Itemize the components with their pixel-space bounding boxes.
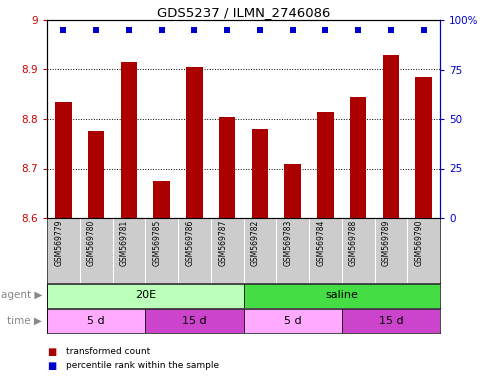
Text: percentile rank within the sample: percentile rank within the sample <box>66 361 219 371</box>
Text: GSM569779: GSM569779 <box>55 220 63 266</box>
Text: GSM569781: GSM569781 <box>120 220 129 266</box>
Text: 20E: 20E <box>135 291 156 301</box>
Text: 5 d: 5 d <box>87 316 105 326</box>
Text: GSM569790: GSM569790 <box>414 220 424 266</box>
Text: transformed count: transformed count <box>66 348 151 356</box>
Text: GSM569782: GSM569782 <box>251 220 260 266</box>
Bar <box>383 55 399 218</box>
Bar <box>243 308 342 333</box>
Point <box>256 27 264 33</box>
Bar <box>252 129 268 218</box>
Bar <box>415 77 432 218</box>
Bar <box>55 102 71 218</box>
Bar <box>47 283 243 308</box>
Point <box>289 27 297 33</box>
Bar <box>145 308 243 333</box>
Bar <box>121 62 137 218</box>
Text: time ▶: time ▶ <box>7 316 42 326</box>
Text: 15 d: 15 d <box>182 316 207 326</box>
Bar <box>317 112 334 218</box>
Title: GDS5237 / ILMN_2746086: GDS5237 / ILMN_2746086 <box>157 6 330 19</box>
Point <box>92 27 100 33</box>
Text: 15 d: 15 d <box>379 316 403 326</box>
Point <box>59 27 67 33</box>
Text: ■: ■ <box>47 361 56 371</box>
Bar <box>186 67 202 218</box>
Point <box>158 27 166 33</box>
Text: GSM569780: GSM569780 <box>87 220 96 266</box>
Text: GSM569789: GSM569789 <box>382 220 391 266</box>
Bar <box>47 308 145 333</box>
Point <box>387 27 395 33</box>
Bar <box>154 181 170 218</box>
Text: GSM569785: GSM569785 <box>153 220 162 266</box>
Point <box>420 27 427 33</box>
Bar <box>284 164 301 218</box>
Text: GSM569788: GSM569788 <box>349 220 358 266</box>
Text: GSM569783: GSM569783 <box>284 220 293 266</box>
Text: GSM569784: GSM569784 <box>316 220 326 266</box>
Bar <box>88 131 104 218</box>
Point <box>190 27 198 33</box>
Point <box>354 27 362 33</box>
Bar <box>342 308 440 333</box>
Text: ■: ■ <box>47 347 56 357</box>
Text: GSM569786: GSM569786 <box>185 220 194 266</box>
Point <box>322 27 329 33</box>
Text: 5 d: 5 d <box>284 316 301 326</box>
Bar <box>350 97 366 218</box>
Point <box>223 27 231 33</box>
Bar <box>243 283 440 308</box>
Bar <box>219 116 235 218</box>
Text: saline: saline <box>326 291 358 301</box>
Point <box>125 27 133 33</box>
Text: GSM569787: GSM569787 <box>218 220 227 266</box>
Text: agent ▶: agent ▶ <box>0 291 42 301</box>
